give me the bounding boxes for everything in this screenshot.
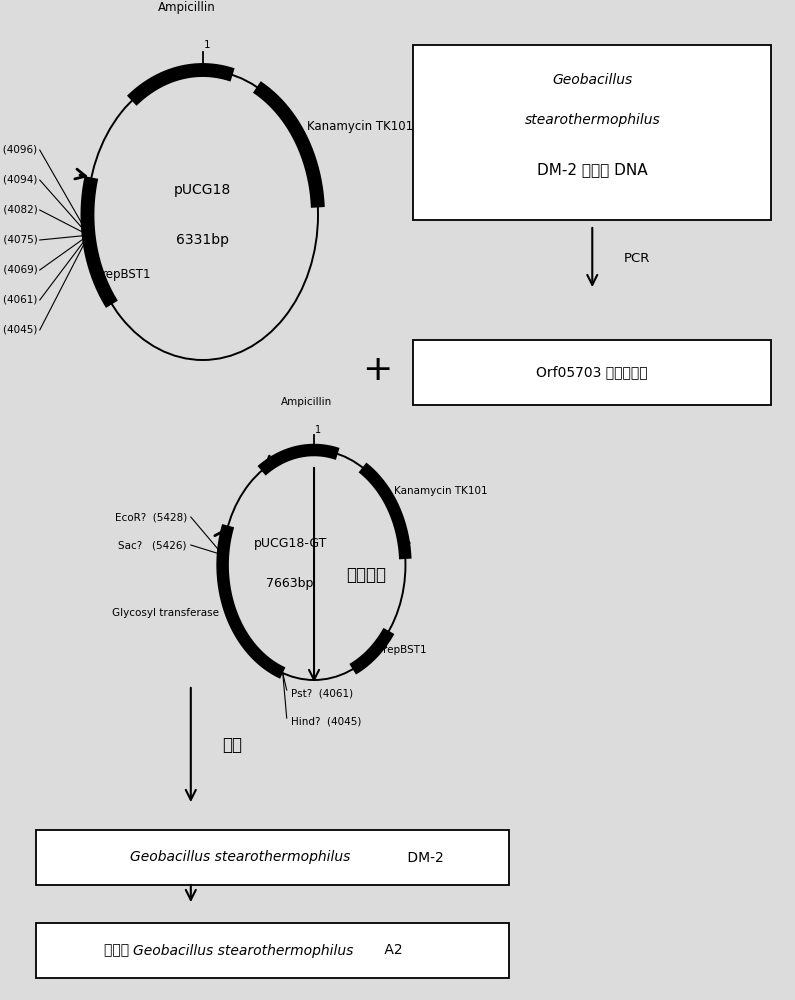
Text: 7663bp: 7663bp — [266, 576, 314, 589]
Text: 6331bp: 6331bp — [176, 233, 229, 247]
Text: pUCG18-GT: pUCG18-GT — [254, 536, 327, 550]
Text: Ampicillin: Ampicillin — [281, 397, 332, 407]
Text: Geobacillus: Geobacillus — [553, 73, 632, 87]
Text: Kanamycin TK101: Kanamycin TK101 — [307, 120, 413, 133]
Text: Hind?  (4045): Hind? (4045) — [0, 325, 37, 335]
Text: 工程菌: 工程菌 — [103, 944, 133, 958]
Text: Orf05703 糖基转移酶: Orf05703 糖基转移酶 — [537, 365, 648, 379]
Text: Glycosyl transferase: Glycosyl transferase — [112, 608, 219, 618]
FancyBboxPatch shape — [36, 923, 509, 978]
Text: Pst?  (4061): Pst? (4061) — [291, 688, 353, 698]
FancyBboxPatch shape — [36, 830, 509, 885]
FancyBboxPatch shape — [413, 45, 771, 220]
Text: 酶切连接: 酶切连接 — [346, 566, 386, 584]
Text: repBST1: repBST1 — [383, 645, 427, 655]
Text: 1: 1 — [315, 425, 321, 435]
Text: Sac?   (4094): Sac? (4094) — [0, 175, 37, 185]
Text: Geobacillus stearothermophilus: Geobacillus stearothermophilus — [133, 944, 354, 958]
Text: +: + — [363, 353, 393, 387]
Text: A2: A2 — [380, 944, 402, 958]
Text: Kanamycin TK101: Kanamycin TK101 — [394, 486, 487, 496]
Text: Geobacillus stearothermophilus: Geobacillus stearothermophilus — [130, 850, 351, 864]
Text: EcoR?  (5428): EcoR? (5428) — [114, 512, 187, 522]
Text: Hind?  (4045): Hind? (4045) — [291, 716, 361, 726]
Text: Sac?   (5426): Sac? (5426) — [118, 540, 187, 550]
Text: 1: 1 — [204, 40, 210, 50]
Text: PCR: PCR — [624, 251, 650, 264]
Text: BamH?  (4075): BamH? (4075) — [0, 235, 37, 245]
Text: stearothermophilus: stearothermophilus — [525, 113, 660, 127]
Text: 转化: 转化 — [223, 736, 242, 754]
Text: Xba?   (4069): Xba? (4069) — [0, 265, 37, 275]
Text: DM-2: DM-2 — [403, 850, 444, 864]
Text: Sma?   (4082): Sma? (4082) — [0, 205, 37, 215]
FancyBboxPatch shape — [413, 340, 771, 405]
Text: EcoR?  (4096): EcoR? (4096) — [0, 145, 37, 155]
Text: Pst?   (4061): Pst? (4061) — [0, 295, 37, 305]
Text: Ampicillin: Ampicillin — [158, 1, 215, 14]
Text: DM-2 基因组 DNA: DM-2 基因组 DNA — [537, 162, 648, 177]
Text: repBST1: repBST1 — [103, 268, 152, 281]
Text: pUCG18: pUCG18 — [174, 183, 231, 197]
